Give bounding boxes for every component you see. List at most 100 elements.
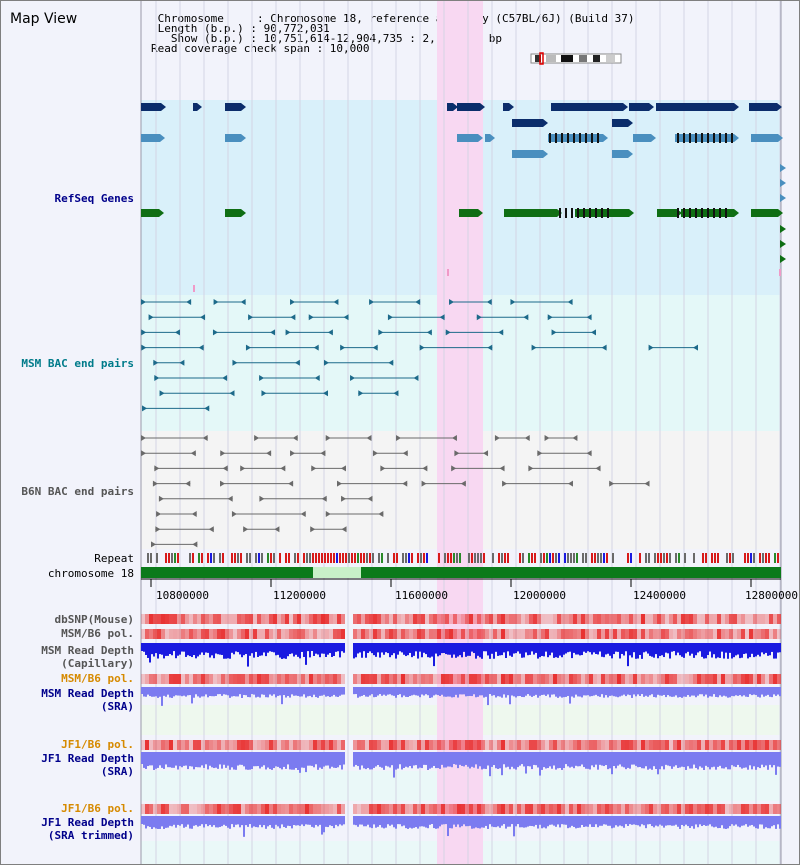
- read-depth-bar: [291, 643, 293, 654]
- read-depth-bar: [557, 752, 559, 769]
- polymorphism-cell: [669, 740, 673, 750]
- info-coverage-span: Read coverage check span : 10,000: [151, 42, 370, 55]
- read-depth-bar: [725, 687, 727, 697]
- read-depth-bar: [757, 752, 759, 768]
- polymorphism-cell: [353, 674, 357, 684]
- read-depth-bar: [473, 687, 475, 695]
- read-depth-bar: [201, 752, 203, 766]
- read-depth-bar: [269, 643, 271, 652]
- exon-tick: [607, 208, 609, 218]
- read-depth-bar: [355, 687, 357, 695]
- read-depth-bar: [611, 687, 613, 696]
- read-depth-bar: [211, 816, 213, 827]
- polymorphism-cell: [525, 629, 529, 639]
- read-depth-bar: [267, 752, 269, 768]
- track-label-jf1-pol-2[interactable]: JF1/B6 pol.: [61, 802, 134, 815]
- track-label-dbsnp[interactable]: dbSNP(Mouse): [54, 613, 134, 626]
- track-label-repeat[interactable]: Repeat: [94, 552, 134, 565]
- polymorphism-cell: [197, 629, 201, 639]
- track-label-msm-depth-sra[interactable]: MSM Read Depth: [41, 687, 134, 700]
- read-depth-bar: [735, 816, 737, 825]
- read-depth-bar: [301, 816, 303, 825]
- read-depth-bar: [305, 752, 307, 773]
- gene-arrow: [241, 209, 246, 217]
- track-label-msm-pol-2[interactable]: MSM/B6 pol.: [61, 672, 134, 685]
- read-depth-bar: [515, 643, 517, 654]
- b6n-bac-pair-end: [499, 465, 505, 472]
- read-depth-bar: [465, 687, 467, 697]
- read-depth-bar: [305, 643, 307, 665]
- track-label-chromosome[interactable]: chromosome 18: [47, 567, 134, 580]
- read-depth-bar: [657, 643, 659, 659]
- track-label-jf1-depth-trim[interactable]: JF1 Read Depth: [41, 816, 134, 829]
- read-depth-bar: [677, 643, 679, 653]
- read-depth-bar: [279, 816, 281, 829]
- read-depth-bar: [621, 752, 623, 767]
- polymorphism-cell: [221, 614, 225, 624]
- polymorphism-cell: [529, 674, 533, 684]
- read-depth-bar: [393, 687, 395, 696]
- read-depth-bar: [407, 643, 409, 656]
- track-label-msm-depth-cap[interactable]: MSM Read Depth: [41, 644, 134, 657]
- polymorphism-cell: [625, 674, 629, 684]
- read-depth-bar: [411, 752, 413, 769]
- track-label-b6n-bac[interactable]: B6N BAC end pairs: [21, 485, 134, 498]
- read-depth-bar: [567, 643, 569, 653]
- read-depth-bar: [385, 643, 387, 653]
- read-depth-bar: [205, 643, 207, 653]
- polymorphism-cell: [565, 804, 569, 814]
- read-depth-bar: [367, 816, 369, 825]
- read-depth-bar: [435, 687, 437, 695]
- polymorphism-cell: [365, 804, 369, 814]
- gene-arrow: [629, 209, 634, 217]
- read-depth-bar: [775, 752, 777, 775]
- track-label-msm-pol-1[interactable]: MSM/B6 pol.: [61, 627, 134, 640]
- polymorphism-cell: [225, 614, 229, 624]
- polymorphism-cell: [733, 614, 737, 624]
- read-depth-bar: [405, 687, 407, 697]
- msm-bac-pair-end: [449, 299, 455, 305]
- polymorphism-cell: [305, 740, 309, 750]
- read-depth-bar: [383, 687, 385, 695]
- polymorphism-cell: [473, 629, 477, 639]
- track-label-msm-bac[interactable]: MSM BAC end pairs: [21, 357, 134, 370]
- read-depth-bar: [435, 816, 437, 829]
- polymorphism-cell: [493, 674, 497, 684]
- polymorphism-cell: [257, 629, 261, 639]
- polymorphism-cell: [749, 804, 753, 814]
- read-depth-bar: [463, 687, 465, 695]
- track-label-jf1-depth-sra[interactable]: JF1 Read Depth: [41, 752, 134, 765]
- polymorphism-cell: [677, 629, 681, 639]
- read-depth-bar: [339, 643, 341, 658]
- polymorphism-cell: [709, 674, 713, 684]
- read-depth-bar: [727, 816, 729, 829]
- polymorphism-cell: [553, 629, 557, 639]
- polymorphism-cell: [281, 629, 285, 639]
- read-depth-bar: [243, 816, 245, 837]
- read-depth-bar: [177, 816, 179, 825]
- read-depth-bar: [209, 752, 211, 766]
- read-depth-bar: [485, 752, 487, 769]
- polymorphism-cell: [765, 804, 769, 814]
- track-label-jf1-pol-1[interactable]: JF1/B6 pol.: [61, 738, 134, 751]
- polymorphism-cell: [489, 629, 493, 639]
- read-depth-bar: [211, 752, 213, 768]
- read-depth-bar: [755, 687, 757, 696]
- read-depth-bar: [397, 643, 399, 655]
- read-depth-bar: [467, 643, 469, 656]
- read-depth-bar: [397, 816, 399, 825]
- polymorphism-cell: [325, 629, 329, 639]
- axis-tick-label: 12800000: [745, 589, 798, 602]
- read-depth-bar: [311, 752, 313, 766]
- polymorphism-cell: [585, 614, 589, 624]
- read-depth-bar: [655, 643, 657, 655]
- track-label-refseq[interactable]: RefSeq Genes: [54, 192, 134, 205]
- read-depth-bar: [655, 687, 657, 698]
- polymorphism-cell: [441, 740, 445, 750]
- read-depth-bar: [737, 752, 739, 765]
- repeat-mark: [354, 553, 356, 563]
- read-depth-bar: [391, 816, 393, 825]
- repeat-mark: [450, 553, 452, 563]
- exon-tick: [585, 133, 587, 143]
